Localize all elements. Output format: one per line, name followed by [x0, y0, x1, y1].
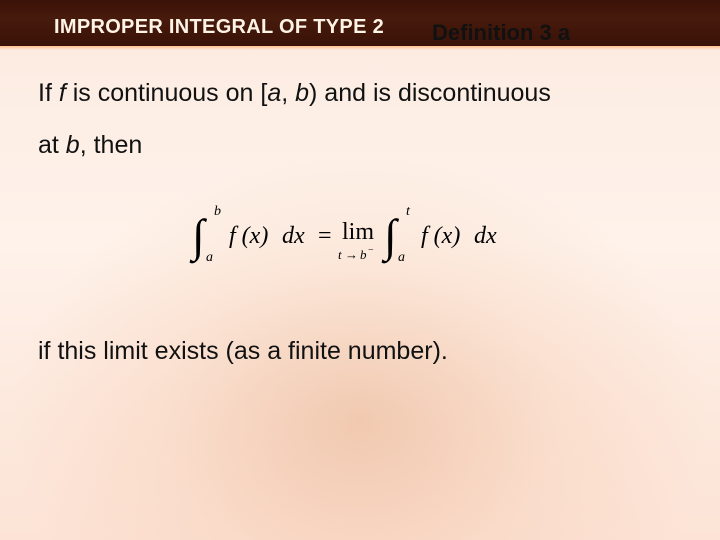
equation: ∫ b a f (x) dx = lim t → b −: [174, 199, 554, 294]
svg-text:t: t: [406, 204, 411, 219]
slide-body: If f is continuous on [a, b) and is disc…: [38, 70, 690, 375]
var-a: a: [267, 79, 281, 107]
slide-heading: IMPROPER INTEGRAL OF TYPE 2: [54, 16, 384, 39]
equation-row: ∫ b a f (x) dx = lim t → b −: [38, 199, 690, 294]
svg-text:lim: lim: [342, 219, 374, 245]
svg-text:−: −: [368, 245, 374, 256]
svg-text:b: b: [360, 247, 367, 262]
text: If: [38, 79, 59, 107]
var-b: b: [66, 131, 80, 159]
svg-text:f (x): f (x): [229, 223, 268, 249]
svg-text:∫: ∫: [189, 210, 207, 264]
svg-text:a: a: [398, 250, 405, 265]
closing-line: if this limit exists (as a finite number…: [38, 328, 690, 376]
svg-text:f (x): f (x): [421, 223, 460, 249]
var-f: f: [59, 79, 66, 107]
body-line-1: If f is continuous on [a, b) and is disc…: [38, 70, 690, 118]
svg-text:→: →: [345, 247, 358, 262]
text: , then: [80, 131, 143, 159]
body-line-2: at b, then: [38, 122, 690, 170]
slide-root: IMPROPER INTEGRAL OF TYPE 2 Definition 3…: [0, 0, 720, 540]
text: ) and is discontinuous: [309, 79, 551, 107]
svg-text:t: t: [338, 247, 342, 262]
text: at: [38, 131, 66, 159]
svg-text:dx: dx: [474, 223, 497, 249]
text: is continuous on [: [66, 79, 268, 107]
svg-text:∫: ∫: [381, 210, 399, 264]
equation-svg: ∫ b a f (x) dx = lim t → b −: [174, 199, 554, 277]
svg-text:a: a: [206, 250, 213, 265]
header-row: IMPROPER INTEGRAL OF TYPE 2: [54, 16, 700, 39]
svg-text:b: b: [214, 204, 221, 219]
text: ,: [281, 79, 295, 107]
definition-label: Definition 3 a: [432, 20, 570, 46]
svg-text:dx: dx: [282, 223, 305, 249]
svg-text:=: =: [318, 223, 332, 249]
var-b: b: [295, 79, 309, 107]
